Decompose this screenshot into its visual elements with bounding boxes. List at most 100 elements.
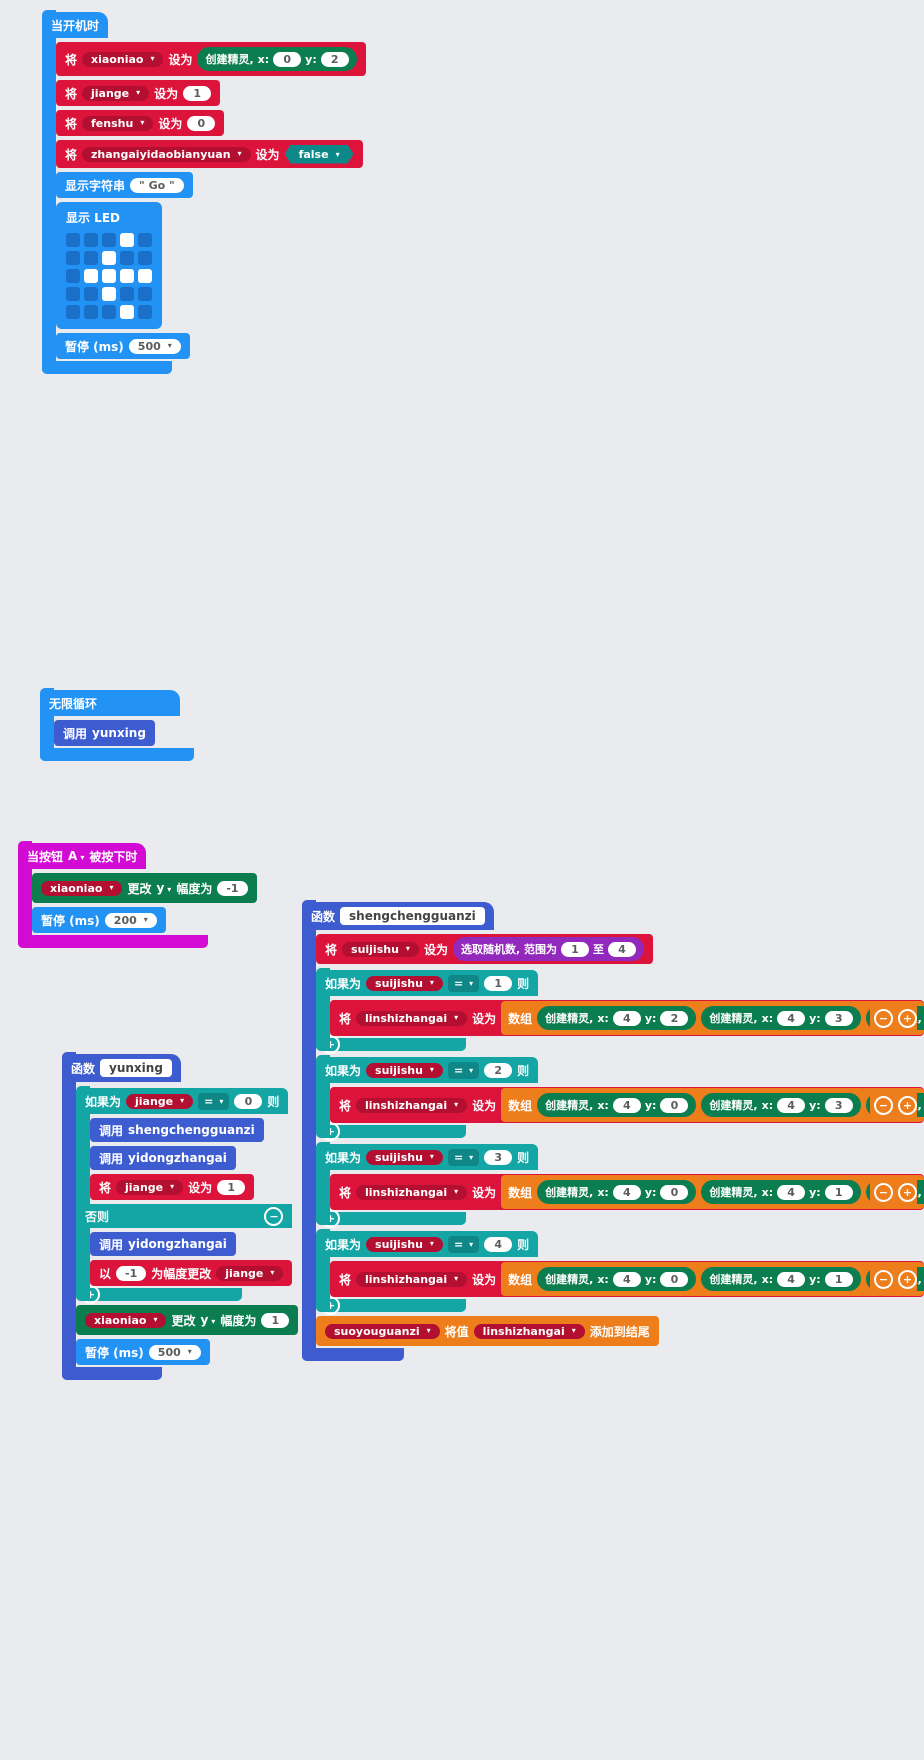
- on-button-header[interactable]: 当按钮 A 被按下时: [18, 843, 147, 869]
- create-sprite-block[interactable]: 创建精灵, x: 0 y: 2: [197, 47, 357, 71]
- if-header[interactable]: 如果为 jiange = 0 则: [76, 1088, 289, 1114]
- led-cell-off[interactable]: [84, 251, 98, 265]
- set-suijishu-random-block[interactable]: 将 suijishu 设为 选取随机数, 范围为 1 至 4: [316, 934, 653, 964]
- function-name-field[interactable]: yunxing: [100, 1059, 172, 1077]
- var-dropdown-linshizhangai[interactable]: linshizhangai: [356, 1010, 468, 1026]
- call-shengchengguanzi-block[interactable]: 调用 shengchengguanzi: [90, 1118, 264, 1142]
- set-flag-block[interactable]: 将 zhangaiyidaobianyuan 设为 false: [56, 140, 363, 168]
- led-cell-off[interactable]: [66, 287, 80, 301]
- led-cell-off[interactable]: [66, 233, 80, 247]
- add-element-icon[interactable]: +: [898, 1182, 917, 1202]
- expand-plus-icon[interactable]: +: [81, 1285, 100, 1304]
- forever-header[interactable]: 无限循环: [40, 690, 180, 716]
- set-linshizhangai-array-block[interactable]: 将 linshizhangai 设为 数组 创建精灵,x:4y:0 创建精灵,x…: [330, 1261, 924, 1297]
- comparison-dropdown[interactable]: =: [447, 1061, 480, 1079]
- var-dropdown-suijishu[interactable]: suijishu: [366, 1149, 443, 1165]
- value-field[interactable]: 1: [217, 1179, 246, 1195]
- sprite-change-y-block[interactable]: xiaoniao 更改 y 幅度为 -1: [32, 873, 257, 903]
- comparison-dropdown[interactable]: =: [198, 1092, 230, 1110]
- var-dropdown-linshizhangai[interactable]: linshizhangai: [356, 1097, 468, 1113]
- x-field[interactable]: 4: [777, 1271, 806, 1287]
- create-sprite-block[interactable]: 创建精灵, x: 4 y: 1: [701, 1267, 861, 1291]
- axis-dropdown[interactable]: y: [200, 1313, 215, 1327]
- call-yidongzhangai-block[interactable]: 调用 yidongzhangai: [90, 1232, 236, 1256]
- axis-dropdown[interactable]: y: [156, 881, 171, 895]
- x-field[interactable]: 4: [777, 1097, 806, 1113]
- var-dropdown-jiange[interactable]: jiange: [82, 85, 150, 101]
- y-field[interactable]: 0: [660, 1097, 689, 1113]
- function-shengchengguanzi[interactable]: 函数 shengchengguanzi 将 suijishu 设为 选取随机数,…: [302, 900, 924, 1361]
- remove-element-icon[interactable]: −: [874, 1182, 893, 1202]
- led-cell-on[interactable]: [102, 287, 116, 301]
- y-field[interactable]: 0: [660, 1184, 689, 1200]
- amount-field[interactable]: -1: [217, 880, 248, 896]
- compare-value-field[interactable]: 3: [484, 1149, 513, 1165]
- pause-block-yunxing[interactable]: 暂停 (ms) 500: [76, 1339, 210, 1365]
- expand-plus-icon[interactable]: +: [321, 1035, 340, 1054]
- var-dropdown-linshizhangai[interactable]: linshizhangai: [473, 1323, 585, 1339]
- compare-value-field[interactable]: 0: [234, 1093, 263, 1109]
- show-string-block[interactable]: 显示字符串 " Go ": [56, 172, 193, 198]
- on-button-block[interactable]: 当按钮 A 被按下时 xiaoniao 更改 y 幅度为 -1 暂停 (ms) …: [18, 841, 257, 948]
- var-dropdown-suoyouguanzi[interactable]: suoyouguanzi: [325, 1323, 440, 1339]
- add-element-icon[interactable]: +: [898, 1095, 917, 1115]
- if-suijishu-4[interactable]: 如果为 suijishu = 4 则 将 linshizhangai 设为 数组…: [316, 1229, 924, 1315]
- var-dropdown-linshizhangai[interactable]: linshizhangai: [356, 1271, 468, 1287]
- x-field[interactable]: 4: [612, 1097, 641, 1113]
- add-element-icon[interactable]: +: [898, 1008, 917, 1028]
- create-sprite-block[interactable]: 创建精灵, x: 4 y: 0: [537, 1180, 697, 1204]
- if-suijishu-1[interactable]: 如果为 suijishu = 1 则 将 linshizhangai 设为 数组…: [316, 968, 924, 1054]
- led-cell-off[interactable]: [84, 287, 98, 301]
- array-block[interactable]: 数组 创建精灵,x:4y:0 创建精灵,x:4y:1 创建精灵,x:4y:2 −…: [501, 1262, 924, 1296]
- x-field[interactable]: 4: [777, 1184, 806, 1200]
- if-header[interactable]: 如果为 suijishu = 1 则: [316, 970, 539, 996]
- y-field[interactable]: 1: [824, 1271, 853, 1287]
- led-cell-on[interactable]: [84, 269, 98, 283]
- if-footer[interactable]: +: [316, 1035, 466, 1054]
- led-cell-off[interactable]: [66, 251, 80, 265]
- sprite-change-y-block[interactable]: xiaoniao 更改 y 幅度为 1: [76, 1305, 299, 1335]
- function-name-field[interactable]: shengchengguanzi: [340, 907, 485, 925]
- y-field[interactable]: 2: [660, 1010, 689, 1026]
- compare-value-field[interactable]: 4: [484, 1236, 513, 1252]
- var-dropdown-jiange[interactable]: jiange: [116, 1179, 184, 1195]
- forever-block[interactable]: 无限循环 调用 yunxing: [40, 688, 194, 761]
- pause-value-dropdown[interactable]: 500: [128, 338, 181, 354]
- array-block[interactable]: 数组 创建精灵,x:4y:0 创建精灵,x:4y:1 创建精灵,x:4y:4 −…: [501, 1175, 924, 1209]
- pause-value-dropdown[interactable]: 200: [104, 912, 157, 928]
- var-dropdown-fenshu[interactable]: fenshu: [82, 115, 154, 131]
- y-field[interactable]: 3: [824, 1010, 853, 1026]
- led-cell-off[interactable]: [138, 233, 152, 247]
- var-dropdown-jiange[interactable]: jiange: [126, 1093, 194, 1109]
- sprite-x-field[interactable]: 0: [273, 51, 302, 67]
- call-yunxing-block[interactable]: 调用 yunxing: [54, 720, 155, 746]
- comparison-dropdown[interactable]: =: [447, 1235, 480, 1253]
- remove-element-icon[interactable]: −: [874, 1008, 893, 1028]
- expand-plus-icon[interactable]: +: [321, 1296, 340, 1315]
- change-jiange-by-block[interactable]: 以 -1 为幅度更改 jiange: [90, 1260, 293, 1286]
- y-field[interactable]: 1: [824, 1184, 853, 1200]
- remove-element-icon[interactable]: −: [874, 1095, 893, 1115]
- array-block[interactable]: 数组 创建精灵,x:4y:0 创建精灵,x:4y:3 创建精灵,x:4y:4 −…: [501, 1088, 924, 1122]
- fenshu-value-field[interactable]: 0: [187, 115, 216, 131]
- create-sprite-block[interactable]: 创建精灵, x: 4 y: 3: [701, 1006, 861, 1030]
- compare-value-field[interactable]: 1: [484, 975, 513, 991]
- string-field[interactable]: " Go ": [130, 177, 184, 193]
- led-cell-on[interactable]: [102, 251, 116, 265]
- function-yunxing-header[interactable]: 函数 yunxing: [62, 1054, 181, 1082]
- led-cell-off[interactable]: [66, 269, 80, 283]
- array-push-block[interactable]: suoyouguanzi 将值 linshizhangai 添加到结尾: [316, 1316, 659, 1346]
- led-cell-off[interactable]: [138, 287, 152, 301]
- var-dropdown-linshizhangai[interactable]: linshizhangai: [356, 1184, 468, 1200]
- led-cell-on[interactable]: [102, 269, 116, 283]
- var-dropdown-suijishu[interactable]: suijishu: [366, 1062, 443, 1078]
- if-header[interactable]: 如果为 suijishu = 3 则: [316, 1144, 539, 1170]
- amount-field[interactable]: 1: [261, 1312, 290, 1328]
- led-cell-off[interactable]: [66, 305, 80, 319]
- led-grid[interactable]: [66, 233, 152, 319]
- function-header[interactable]: 函数 shengchengguanzi: [302, 902, 494, 930]
- sprite-y-field[interactable]: 2: [320, 51, 349, 67]
- set-linshizhangai-array-block[interactable]: 将 linshizhangai 设为 数组 创建精灵,x:4y:2 创建精灵,x…: [330, 1000, 924, 1036]
- comparison-dropdown[interactable]: =: [447, 1148, 480, 1166]
- on-start-block[interactable]: 当开机时 将 xiaoniao 设为 创建精灵, x: 0 y: 2 将 jia…: [42, 10, 366, 374]
